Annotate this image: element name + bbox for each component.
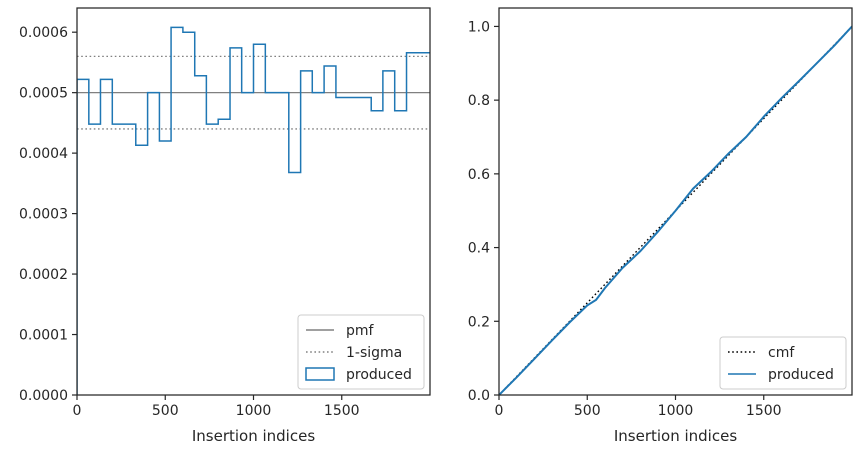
plot-area — [499, 25, 852, 395]
y-tick-label: 0.0006 — [19, 25, 68, 41]
legend-entry: produced — [305, 367, 412, 383]
y-tick-label: 0.0 — [468, 388, 490, 404]
series-produced-line — [499, 25, 852, 395]
chart-2: 0 500 1000 1500 0.0 0.2 0.4 0.6 0.8 1.0 Insertion … — [468, 7, 853, 445]
series-produced-step-line — [77, 26, 430, 395]
y-tick-label: 1.0 — [468, 19, 490, 35]
y-tick-label: 0.6 — [468, 167, 490, 183]
legend-label: produced — [346, 367, 412, 383]
y-tick-label: 0.0005 — [19, 86, 68, 102]
x-tick-label: 1000 — [658, 403, 694, 419]
legend-label: produced — [768, 367, 834, 383]
x-axis-label: Insertion indices — [614, 427, 737, 445]
y-tick-label: 0.2 — [468, 314, 490, 330]
legend: cmf produced — [719, 336, 847, 390]
legend-label: pmf — [346, 323, 375, 339]
y-tick-label: 0.0003 — [19, 207, 68, 223]
y-tick-label: 0.4 — [468, 241, 490, 257]
legend-entry: pmf — [306, 323, 375, 339]
legend-entry: cmf — [728, 345, 795, 361]
y-tick-label: 0.0001 — [19, 328, 68, 344]
legend-entry: produced — [728, 367, 834, 383]
x-tick-label: 1000 — [236, 403, 272, 419]
legend-box — [719, 336, 847, 390]
y-tick-label: 0.8 — [468, 93, 490, 109]
legend-label: 1-sigma — [346, 345, 402, 361]
x-tick-label: 0 — [73, 403, 82, 419]
legend-label: cmf — [768, 345, 795, 361]
y-tick-label: 0.0000 — [19, 388, 68, 404]
x-tick-label: 500 — [574, 403, 601, 419]
x-tick-label: 1500 — [324, 403, 360, 419]
y-tick-label: 0.0002 — [19, 267, 68, 283]
x-axis-label: Insertion indices — [192, 427, 315, 445]
x-tick-label: 1500 — [746, 403, 782, 419]
legend-box — [297, 314, 425, 390]
chart-1: 0 500 1000 1500 0.0000 0.0001 0.0002 0.0003 0.00… — [19, 7, 431, 445]
x-tick-label: 500 — [152, 403, 179, 419]
legend-entry: 1-sigma — [306, 345, 402, 361]
x-tick-label: 0 — [495, 403, 504, 419]
plot-area — [77, 26, 430, 395]
legend-handle-patch — [305, 367, 335, 381]
y-tick-label: 0.0004 — [19, 146, 68, 162]
legend: pmf 1-sigma produced — [297, 314, 425, 390]
